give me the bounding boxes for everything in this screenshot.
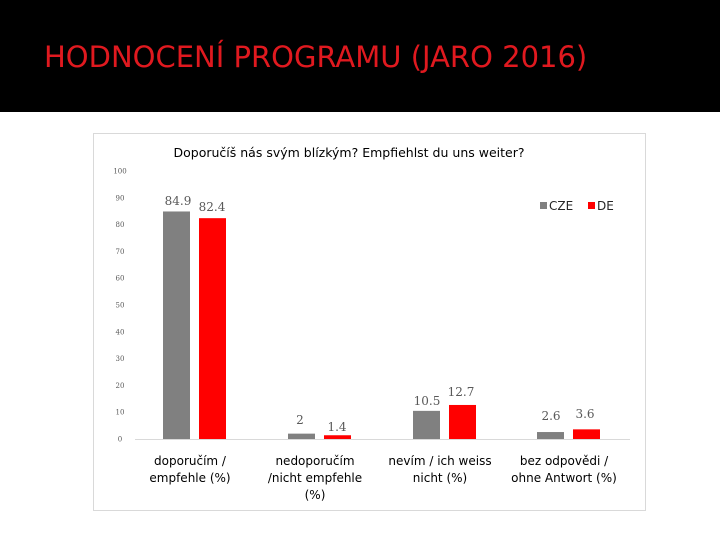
y-tick-label: 100: [113, 168, 126, 176]
data-label-de: 3.6: [575, 407, 594, 421]
data-label-cze: 2.6: [541, 409, 560, 423]
category-label: empfehle (%): [149, 471, 230, 485]
legend-swatch-cze: [540, 202, 547, 209]
legend-label-de: DE: [597, 199, 614, 213]
y-tick-label: 60: [116, 275, 125, 283]
y-tick-label: 80: [116, 221, 125, 229]
slide-title: HODNOCENÍ PROGRAMU (JARO 2016): [44, 40, 588, 74]
bar-de: [573, 429, 600, 439]
category-label: ohne Antwort (%): [511, 471, 617, 485]
category-label: (%): [305, 488, 326, 502]
y-tick-label: 0: [118, 436, 122, 444]
category-label: nevím / ich weiss: [388, 454, 491, 468]
chart-title: Doporučíš nás svým blízkým? Empfiehlst d…: [174, 145, 525, 160]
y-tick-label: 40: [116, 328, 125, 336]
bar-de: [199, 218, 226, 439]
category-label: doporučím /: [154, 454, 227, 468]
y-tick-label: 30: [116, 355, 125, 363]
bar-cze: [288, 433, 315, 439]
bar-de: [449, 404, 476, 439]
category-label: nedoporučím: [275, 454, 354, 468]
y-tick-label: 50: [116, 302, 125, 310]
data-label-cze: 84.9: [165, 194, 192, 208]
y-tick-label: 10: [116, 409, 125, 417]
category-label: nicht (%): [413, 471, 467, 485]
bar-de: [324, 435, 351, 439]
bar-cze: [537, 432, 564, 439]
y-tick-label: 70: [116, 248, 125, 256]
y-tick-label: 90: [116, 194, 125, 202]
data-label-de: 12.7: [448, 385, 475, 399]
slide-header: HODNOCENÍ PROGRAMU (JARO 2016): [0, 0, 720, 112]
legend-label-cze: CZE: [549, 199, 573, 213]
bar-cze: [163, 211, 190, 439]
y-tick-label: 20: [116, 382, 125, 390]
category-label: bez odpovědi /: [520, 454, 609, 468]
data-label-de: 1.4: [327, 420, 346, 434]
data-label-de: 82.4: [199, 200, 226, 214]
bar-cze: [413, 410, 440, 439]
category-label: /nicht empfehle: [268, 471, 362, 485]
data-label-cze: 2: [296, 413, 304, 427]
data-label-cze: 10.5: [414, 394, 441, 408]
legend-swatch-de: [588, 202, 595, 209]
